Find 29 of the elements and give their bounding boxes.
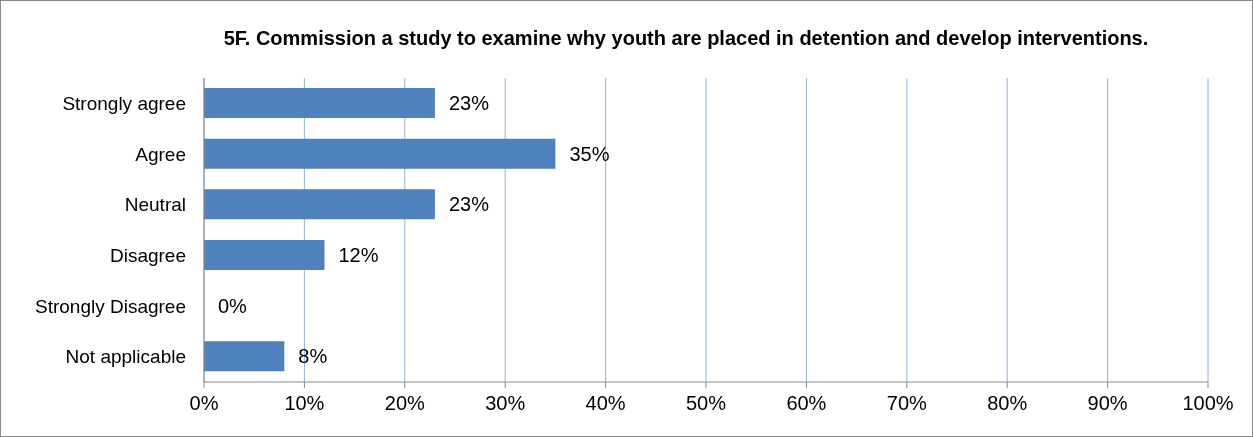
bar [204,138,556,169]
y-tick-label: Not applicable [65,346,186,368]
x-tick-label: 30% [485,392,526,415]
x-tick-label: 100% [1182,392,1234,415]
data-label: 0% [218,294,248,317]
y-tick-label: Strongly Disagree [34,295,186,317]
x-tick-label: 20% [384,392,426,415]
data-label: 23% [448,193,490,216]
x-tick-label: 60% [786,392,827,415]
chart-title: 5F. Commission a study to examine why youth are placed in detention and develop interventions. [222,26,1150,51]
y-tick-label: Disagree [109,245,186,267]
x-tick-label: 40% [585,392,626,415]
bar [204,341,285,372]
data-label: 8% [298,345,328,368]
x-tick-label: 10% [284,392,325,415]
bar [204,189,435,220]
x-tick-label: 50% [685,392,727,415]
x-tick-label: 80% [987,392,1028,415]
y-tick-label: Strongly agree [62,93,186,115]
data-label: 12% [338,244,379,267]
x-tick-label: 90% [1087,392,1128,415]
bar [204,88,435,118]
x-tick-label: 70% [886,392,928,415]
bar [204,240,325,270]
y-tick-label: Neutral [124,194,186,216]
x-tick-label: 0% [189,392,219,415]
y-tick-label: Agree [135,143,186,165]
data-label: 35% [569,142,610,165]
data-label: 23% [448,92,490,115]
